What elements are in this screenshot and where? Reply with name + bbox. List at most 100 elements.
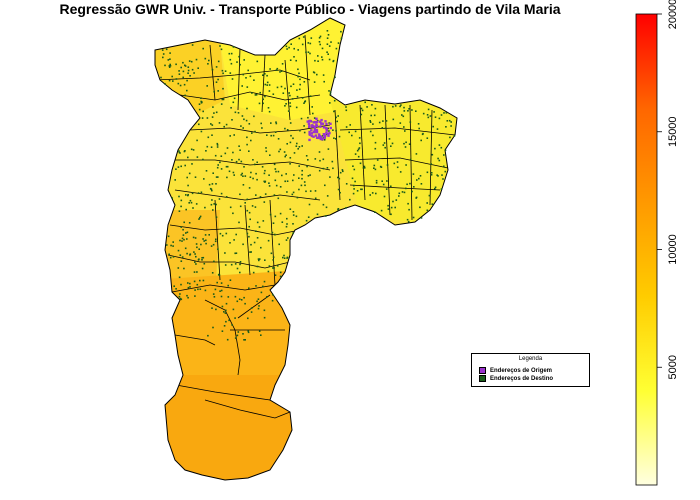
destination-point: [238, 221, 240, 224]
destination-point: [307, 216, 310, 218]
destination-point: [418, 177, 420, 180]
destination-point: [373, 164, 376, 167]
destination-point: [224, 152, 227, 155]
destination-point: [396, 161, 399, 163]
destination-point: [322, 137, 325, 139]
destination-point: [255, 94, 258, 96]
destination-point: [162, 56, 164, 59]
destination-point: [211, 124, 214, 126]
destination-point: [357, 155, 360, 158]
destination-point: [407, 202, 409, 205]
destination-point: [194, 295, 196, 297]
destination-point: [345, 207, 347, 209]
destination-point: [297, 148, 299, 150]
destination-point: [228, 319, 230, 322]
destination-point: [253, 241, 256, 244]
destination-point: [169, 256, 172, 259]
destination-point: [291, 193, 294, 196]
destination-point: [332, 167, 334, 170]
destination-point: [406, 183, 408, 186]
destination-point: [263, 180, 265, 183]
destination-point: [193, 72, 195, 74]
destination-point: [249, 251, 251, 253]
origin-point: [325, 122, 328, 126]
destination-point: [321, 58, 324, 61]
destination-point: [165, 48, 168, 51]
destination-point: [326, 43, 329, 45]
destination-point: [420, 139, 422, 142]
destination-point: [239, 205, 242, 208]
destination-point: [222, 98, 225, 101]
destination-point: [289, 157, 292, 159]
destination-point: [337, 176, 339, 179]
destination-point: [226, 338, 229, 341]
destination-point: [450, 121, 452, 123]
destination-point: [257, 307, 260, 310]
destination-point: [274, 131, 277, 133]
destination-point: [226, 165, 229, 168]
destination-point: [200, 243, 202, 246]
destination-point: [254, 94, 257, 96]
destination-point: [187, 156, 189, 159]
destination-point: [228, 170, 231, 173]
destination-point: [179, 254, 182, 256]
destination-point: [284, 127, 286, 130]
destination-point: [292, 211, 295, 213]
destination-point: [361, 109, 364, 112]
destination-point: [180, 226, 182, 228]
destination-point: [295, 215, 298, 218]
destination-point: [179, 84, 182, 87]
destination-point: [231, 78, 234, 80]
destination-point: [264, 259, 266, 261]
destination-point: [229, 72, 232, 74]
destination-point: [352, 192, 355, 195]
origin-point: [320, 136, 323, 139]
destination-point: [274, 215, 277, 218]
destination-point: [239, 271, 241, 274]
destination-point: [242, 184, 245, 186]
destination-point: [247, 69, 249, 72]
destination-point: [207, 334, 209, 337]
destination-point: [212, 293, 215, 295]
destination-point: [264, 95, 266, 98]
destination-point: [333, 110, 335, 113]
destination-point: [247, 331, 250, 334]
destination-point: [326, 133, 328, 136]
destination-point: [281, 221, 284, 223]
destination-point: [298, 188, 300, 191]
destination-point: [243, 296, 245, 299]
destination-point: [180, 66, 182, 69]
destination-point: [164, 64, 166, 67]
destination-point: [183, 267, 185, 270]
destination-point: [265, 147, 267, 149]
destination-point: [442, 178, 444, 180]
destination-point: [178, 150, 180, 152]
destination-point: [271, 231, 274, 234]
destination-point: [298, 165, 300, 167]
destination-point: [381, 127, 384, 129]
destination-point: [385, 188, 388, 190]
destination-point: [390, 185, 392, 188]
destination-point: [339, 191, 341, 194]
destination-point: [354, 180, 356, 183]
destination-point: [172, 80, 174, 82]
destination-point: [340, 37, 343, 40]
destination-point: [254, 163, 256, 166]
destination-point: [252, 271, 255, 274]
destination-point: [293, 56, 295, 58]
destination-point: [285, 154, 287, 156]
destination-point: [395, 199, 398, 201]
destination-point: [286, 180, 289, 182]
destination-point: [200, 102, 203, 104]
destination-point: [329, 176, 331, 178]
destination-point: [285, 173, 287, 175]
destination-point: [255, 172, 257, 175]
destination-point: [297, 68, 299, 71]
destination-point: [208, 183, 211, 186]
destination-point: [253, 115, 255, 118]
destination-point: [353, 168, 356, 171]
destination-point: [258, 330, 261, 332]
destination-point: [409, 121, 412, 123]
destination-point: [199, 279, 201, 282]
